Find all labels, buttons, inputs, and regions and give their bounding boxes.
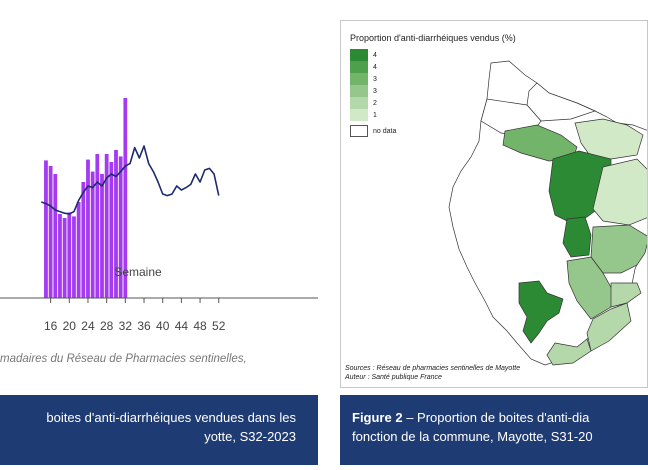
bar (81, 182, 86, 298)
figure-1-caption: boites d'anti-diarrhéiques vendues dans … (0, 395, 318, 465)
legend-label: 3 (373, 75, 377, 83)
legend-label-no-data: no data (373, 127, 397, 135)
legend-item: 3 (350, 85, 396, 97)
mayotte-commune-map (448, 60, 647, 366)
bar (109, 162, 114, 298)
legend-item: 4 (350, 61, 396, 73)
figure-1-caption-line-1: boites d'anti-diarrhéiques vendues dans … (46, 410, 296, 425)
bar (95, 154, 100, 298)
map-commune-shaded (586, 302, 632, 352)
weekly-chart: 16 20 24 28 32 36 40 44 48 52 Semaine (0, 98, 318, 333)
legend-swatch (350, 49, 368, 61)
legend-item: 2 (350, 97, 396, 109)
map-legend-title: Proportion d'anti-diarrhéiques vendus (%… (350, 33, 516, 43)
legend-swatch (350, 73, 368, 85)
bar (76, 202, 81, 298)
x-tick-label: 48 (193, 319, 207, 333)
x-tick-label: 40 (156, 319, 170, 333)
bar (86, 159, 90, 298)
legend-swatch-no-data (350, 125, 368, 137)
map-commune-no-data (526, 82, 596, 122)
x-tick-label: 44 (175, 319, 189, 333)
x-tick-label: 28 (100, 319, 114, 333)
bar (90, 171, 95, 298)
legend-swatch (350, 61, 368, 73)
figure-2-caption-line-1: Figure 2 – Proportion de boites d'anti-d… (352, 408, 648, 427)
bar (53, 174, 58, 298)
x-tick-label: 32 (119, 319, 133, 333)
chart-source-note: madaires du Réseau de Pharmacies sentine… (0, 353, 247, 365)
map-sources-line: Sources : Réseau de pharmacies sentinell… (345, 365, 521, 372)
x-tick-label: 20 (63, 319, 77, 333)
map-commune-shaded (574, 118, 644, 160)
bar (44, 160, 48, 298)
figure-2-caption-line-2: fonction de la commune, Mayotte, S31-20 (352, 429, 593, 444)
bar (72, 216, 76, 298)
bar (48, 166, 53, 298)
bar (118, 156, 123, 298)
map-legend: 4 4 3 3 2 1 no data (350, 49, 396, 137)
map-commune-shaded (610, 282, 642, 308)
bar (104, 154, 109, 298)
legend-label: 4 (373, 51, 377, 59)
legend-label: 4 (373, 63, 377, 71)
bar (123, 98, 128, 298)
x-axis-title: Semaine (114, 265, 162, 279)
weekly-chart-panel: 16 20 24 28 32 36 40 44 48 52 Semaine madaires du … (0, 98, 318, 365)
x-tick-label: 24 (81, 319, 95, 333)
map-commune-shaded (518, 280, 564, 344)
bar (100, 174, 104, 298)
legend-swatch (350, 85, 368, 97)
bar (62, 218, 67, 298)
x-tick-label: 36 (137, 319, 151, 333)
bar (67, 212, 72, 298)
mayotte-map-figure: Proportion d'anti-diarrhéiques vendus (%… (340, 20, 648, 388)
map-author-line: Auteur : Santé publique France (345, 374, 442, 381)
figure-1-caption-line-2: yotte, S32-2023 (204, 429, 296, 444)
legend-label: 3 (373, 87, 377, 95)
legend-label: 2 (373, 99, 377, 107)
map-commune-shaded (592, 158, 647, 226)
x-tick-label: 52 (212, 319, 226, 333)
bar (58, 214, 62, 298)
map-commune-shaded (546, 338, 592, 366)
legend-label: 1 (373, 111, 377, 119)
figure-2-caption: Figure 2 – Proportion de boites d'anti-d… (340, 395, 648, 465)
legend-item: 1 (350, 109, 396, 121)
map-commune-shaded (562, 216, 592, 258)
map-sources: Sources : Réseau de pharmacies sentinell… (345, 364, 520, 382)
series-line (41, 145, 220, 215)
x-tick-label: 16 (44, 319, 58, 333)
figure-2-caption-text: – Proportion de boites d'anti-dia (402, 410, 590, 425)
legend-item: 4 (350, 49, 396, 61)
figure-2-label: Figure 2 (352, 410, 403, 425)
legend-item: 3 (350, 73, 396, 85)
legend-swatch (350, 97, 368, 109)
legend-swatch (350, 109, 368, 121)
bar (114, 150, 118, 298)
map-commune-shaded (590, 224, 647, 274)
legend-item-no-data: no data (350, 125, 396, 137)
